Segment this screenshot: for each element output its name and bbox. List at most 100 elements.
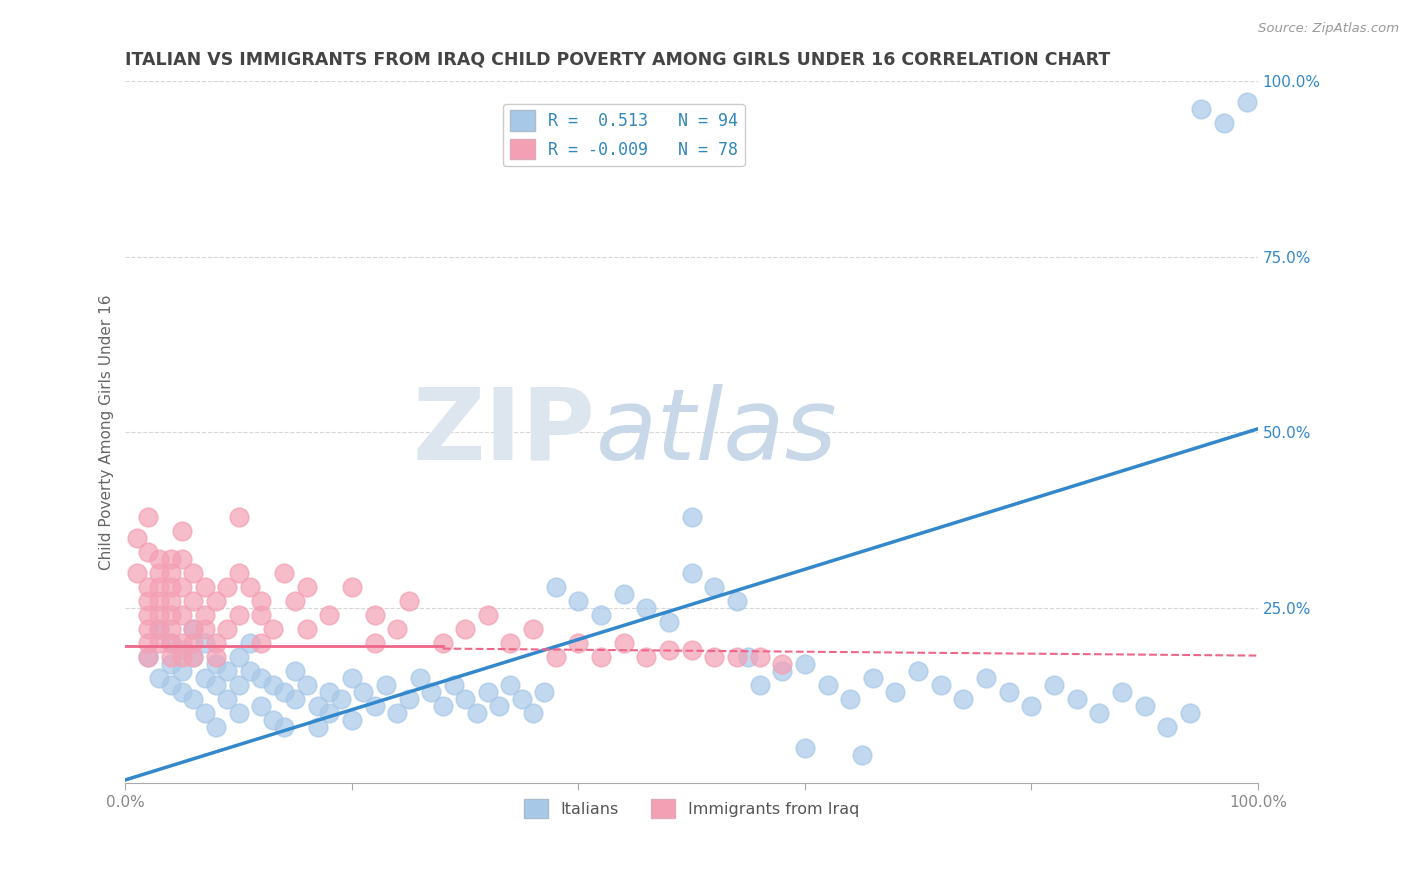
Point bbox=[1111, 685, 1133, 699]
Point bbox=[1021, 699, 1043, 714]
Point bbox=[1236, 95, 1258, 110]
Point bbox=[363, 607, 385, 622]
Point bbox=[148, 671, 170, 685]
Point bbox=[205, 657, 228, 671]
Point bbox=[172, 524, 194, 538]
Point bbox=[748, 650, 770, 665]
Point bbox=[183, 650, 205, 665]
Point bbox=[217, 580, 239, 594]
Point bbox=[1212, 116, 1234, 130]
Point bbox=[172, 636, 194, 650]
Point bbox=[136, 622, 159, 636]
Point bbox=[194, 607, 217, 622]
Point bbox=[591, 650, 613, 665]
Point bbox=[340, 580, 363, 594]
Point bbox=[522, 622, 544, 636]
Point bbox=[159, 594, 181, 608]
Point bbox=[183, 692, 205, 706]
Point bbox=[725, 594, 748, 608]
Point bbox=[567, 636, 589, 650]
Point bbox=[183, 622, 205, 636]
Point bbox=[148, 566, 170, 580]
Point bbox=[432, 699, 454, 714]
Point bbox=[183, 566, 205, 580]
Point bbox=[793, 657, 815, 671]
Point bbox=[374, 678, 396, 692]
Point bbox=[148, 622, 170, 636]
Point bbox=[499, 636, 522, 650]
Point bbox=[613, 636, 636, 650]
Point bbox=[851, 748, 873, 763]
Point bbox=[591, 607, 613, 622]
Point bbox=[613, 587, 636, 601]
Point bbox=[839, 692, 862, 706]
Point bbox=[907, 664, 929, 678]
Point bbox=[159, 678, 181, 692]
Point bbox=[737, 650, 759, 665]
Point bbox=[262, 678, 284, 692]
Point bbox=[217, 692, 239, 706]
Point bbox=[522, 706, 544, 721]
Point bbox=[273, 566, 295, 580]
Point bbox=[228, 706, 250, 721]
Text: ITALIAN VS IMMIGRANTS FROM IRAQ CHILD POVERTY AMONG GIRLS UNDER 16 CORRELATION C: ITALIAN VS IMMIGRANTS FROM IRAQ CHILD PO… bbox=[125, 51, 1111, 69]
Point bbox=[217, 664, 239, 678]
Point bbox=[295, 580, 318, 594]
Point bbox=[318, 607, 340, 622]
Point bbox=[205, 650, 228, 665]
Point bbox=[387, 622, 409, 636]
Point bbox=[681, 566, 703, 580]
Point bbox=[398, 594, 420, 608]
Point bbox=[409, 671, 432, 685]
Point bbox=[136, 545, 159, 559]
Point bbox=[228, 678, 250, 692]
Point bbox=[477, 685, 499, 699]
Point bbox=[636, 650, 658, 665]
Point bbox=[340, 713, 363, 727]
Point bbox=[228, 509, 250, 524]
Point bbox=[183, 650, 205, 665]
Point bbox=[793, 741, 815, 756]
Point bbox=[284, 594, 307, 608]
Point bbox=[363, 699, 385, 714]
Point bbox=[352, 685, 374, 699]
Point bbox=[159, 622, 181, 636]
Point bbox=[1066, 692, 1088, 706]
Point bbox=[318, 706, 340, 721]
Point bbox=[567, 594, 589, 608]
Point bbox=[172, 650, 194, 665]
Point bbox=[125, 566, 148, 580]
Point bbox=[465, 706, 488, 721]
Point bbox=[172, 664, 194, 678]
Point bbox=[262, 622, 284, 636]
Point bbox=[703, 650, 725, 665]
Point bbox=[148, 607, 170, 622]
Y-axis label: Child Poverty Among Girls Under 16: Child Poverty Among Girls Under 16 bbox=[100, 294, 114, 570]
Point bbox=[159, 566, 181, 580]
Point bbox=[363, 636, 385, 650]
Point bbox=[148, 622, 170, 636]
Point bbox=[770, 664, 793, 678]
Point bbox=[636, 600, 658, 615]
Point bbox=[159, 636, 181, 650]
Point bbox=[250, 671, 273, 685]
Point bbox=[510, 692, 533, 706]
Text: Source: ZipAtlas.com: Source: ZipAtlas.com bbox=[1258, 22, 1399, 36]
Point bbox=[194, 636, 217, 650]
Point bbox=[862, 671, 884, 685]
Point bbox=[544, 650, 567, 665]
Point bbox=[477, 607, 499, 622]
Point bbox=[387, 706, 409, 721]
Point bbox=[250, 699, 273, 714]
Point bbox=[329, 692, 352, 706]
Point bbox=[420, 685, 443, 699]
Point bbox=[443, 678, 465, 692]
Point bbox=[125, 531, 148, 545]
Point bbox=[295, 678, 318, 692]
Point bbox=[239, 580, 262, 594]
Point bbox=[748, 678, 770, 692]
Point bbox=[159, 636, 181, 650]
Point bbox=[681, 509, 703, 524]
Point bbox=[318, 685, 340, 699]
Point bbox=[183, 622, 205, 636]
